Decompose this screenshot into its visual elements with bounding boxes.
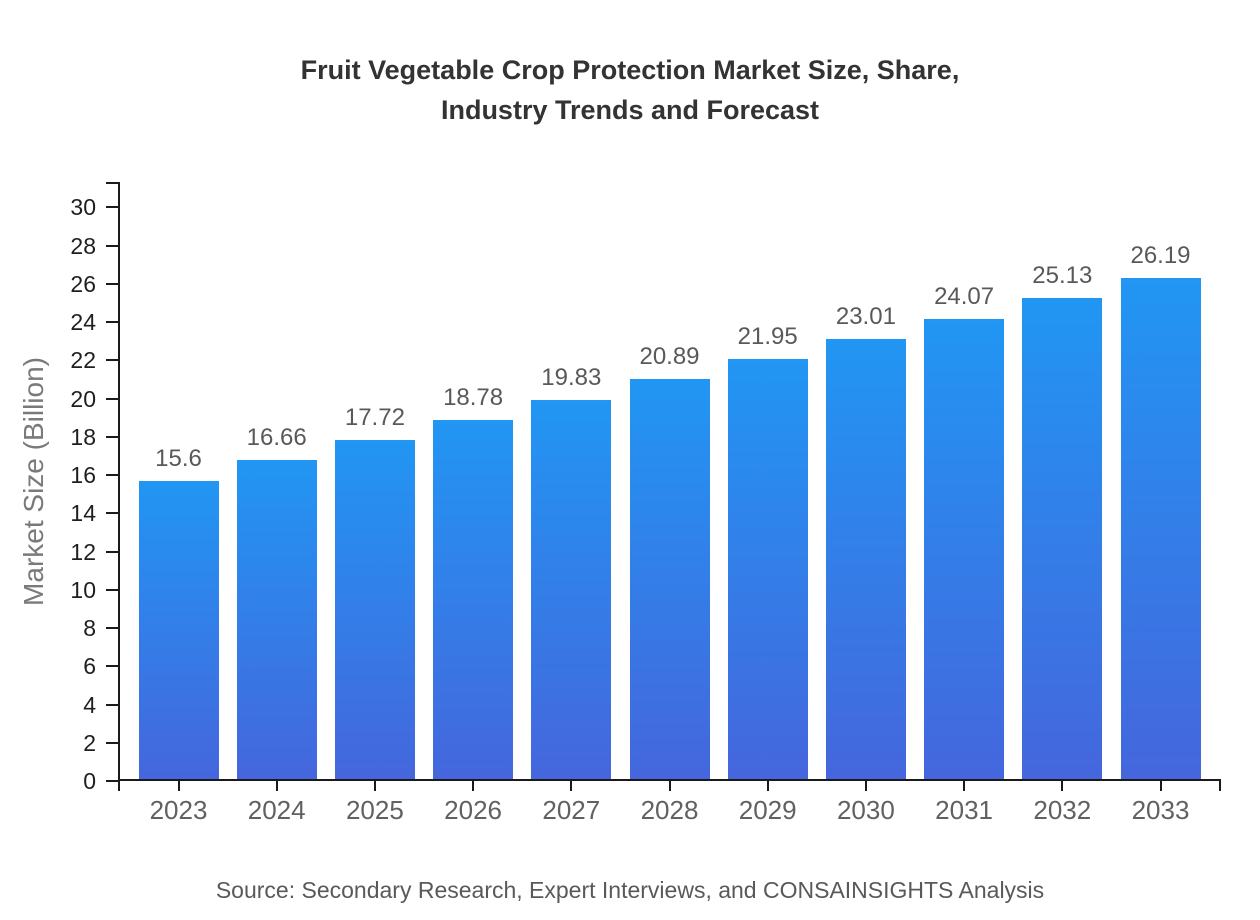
bar-2031	[924, 318, 1005, 779]
bar-2029	[727, 359, 808, 779]
bar-2026	[433, 419, 514, 779]
x-tick-label: 2025	[345, 795, 404, 825]
chart-title: Fruit Vegetable Crop Protection Market S…	[0, 50, 1260, 130]
bar-2033	[1120, 278, 1201, 779]
bar-value-label: 23.01	[835, 302, 896, 330]
y-tick-label: 2	[83, 729, 96, 756]
y-tick-mark	[106, 206, 120, 209]
y-tick-mark	[106, 665, 120, 668]
source-note: Source: Secondary Research, Expert Inter…	[215, 877, 1045, 903]
x-tick-mark	[1159, 779, 1162, 791]
y-tick-label: 14	[70, 500, 96, 527]
y-tick-mark	[106, 780, 120, 782]
bar-2024	[236, 460, 317, 779]
y-tick-label: 28	[70, 232, 96, 259]
y-tick-mark	[106, 741, 120, 744]
bar-2032	[1022, 298, 1103, 779]
bar-value-label: 20.89	[639, 343, 700, 371]
bar-value-label: 15.6	[155, 444, 202, 472]
y-tick-mark	[106, 282, 120, 285]
plot-area: 0 2 4 6 8 10 12 14 16 18 20 22 24 26 28 30 15.6 2023 16.66…	[70, 182, 1221, 825]
bar-value-label: 16.66	[246, 424, 307, 452]
y-tick-label: 12	[70, 538, 96, 565]
x-tick-label: 2024	[247, 795, 306, 825]
y-tick-label: 24	[70, 309, 96, 335]
bar-value-label: 18.78	[443, 383, 504, 411]
x-tick-mark	[1061, 779, 1064, 791]
y-tick-label: 8	[83, 615, 96, 641]
y-tick-mark	[106, 512, 120, 515]
y-tick-label: 18	[70, 423, 96, 450]
y-axis-top-cap	[106, 182, 118, 184]
bar-2025	[334, 440, 415, 779]
x-tick-mark	[373, 779, 376, 791]
x-tick-label: 2026	[444, 795, 503, 825]
x-tick-mark	[177, 779, 180, 791]
y-tick-mark	[106, 321, 120, 323]
x-tick-mark	[766, 779, 769, 791]
bar-value-label: 17.72	[344, 404, 405, 432]
y-tick-mark	[106, 359, 120, 362]
x-tick-mark	[963, 779, 966, 791]
y-tick-mark	[106, 435, 120, 438]
bar-value-label: 24.07	[934, 282, 995, 310]
x-tick-label: 2032	[1033, 795, 1092, 825]
y-tick-label: 6	[83, 653, 96, 680]
y-tick-mark	[106, 703, 120, 706]
y-tick-label: 16	[70, 462, 96, 488]
x-tick-mark	[570, 779, 573, 791]
x-tick-label: 2030	[836, 795, 895, 825]
y-tick-mark	[106, 244, 120, 247]
bar-2028	[629, 379, 710, 779]
x-tick-label: 2031	[935, 795, 994, 825]
x-tick-mark	[275, 779, 278, 791]
bar-value-label: 25.13	[1032, 262, 1093, 290]
x-tick-label: 2033	[1131, 795, 1190, 825]
x-tick-label: 2023	[149, 795, 208, 825]
bar-value-label: 19.83	[541, 363, 602, 391]
chart-title-line-1: Fruit Vegetable Crop Protection Market S…	[300, 55, 960, 85]
bar-2030	[825, 338, 906, 779]
y-tick-label: 20	[70, 385, 96, 412]
x-tick-label: 2029	[738, 795, 797, 825]
y-tick-label: 10	[70, 576, 96, 603]
x-tick-mark	[864, 779, 867, 791]
x-tick-mark	[472, 779, 475, 791]
x-axis-end-cap	[1219, 779, 1221, 791]
x-tick-label: 2028	[640, 795, 699, 825]
y-tick-label: 26	[70, 270, 96, 297]
bar-2023	[138, 480, 219, 779]
y-tick-mark	[106, 474, 120, 476]
y-tick-mark	[106, 397, 120, 400]
y-tick-label: 0	[83, 768, 96, 794]
y-tick-mark	[106, 627, 120, 629]
bar-value-label: 21.95	[737, 323, 798, 351]
y-tick-mark	[106, 550, 120, 553]
x-tick-label: 2027	[542, 795, 601, 825]
y-tick-label: 22	[70, 347, 96, 374]
y-tick-label: 4	[83, 691, 96, 718]
y-tick-label: 30	[70, 194, 96, 221]
bar-value-label: 26.19	[1130, 242, 1191, 270]
x-tick-mark	[668, 779, 671, 791]
y-axis-line	[118, 182, 120, 791]
chart-title-line-2: Industry Trends and Forecast	[440, 95, 820, 125]
y-tick-mark	[106, 588, 120, 591]
bar-2027	[531, 399, 612, 779]
